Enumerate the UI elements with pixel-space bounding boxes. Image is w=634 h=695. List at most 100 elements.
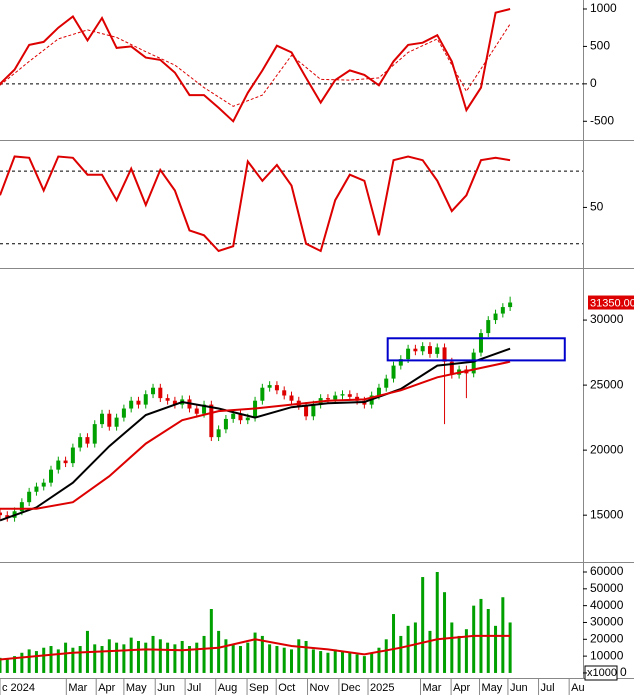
indicator-line	[0, 347, 511, 522]
candle-body	[500, 307, 505, 314]
volume-bar	[377, 647, 381, 673]
volume-bar	[202, 635, 206, 673]
candle-body	[143, 394, 148, 405]
candle-body	[114, 417, 119, 427]
x-tick-label: Mar	[422, 682, 441, 694]
candle-body	[121, 408, 126, 418]
y-tick-label: 20000	[590, 631, 624, 645]
candle-body	[85, 437, 90, 444]
frame	[0, 0, 634, 679]
candle-body	[209, 404, 214, 438]
indicator-line	[0, 360, 511, 510]
volume-bar	[49, 646, 53, 673]
candle-body	[304, 405, 309, 417]
volume-bar	[282, 647, 286, 673]
volume-bar	[348, 652, 352, 673]
volume-bar	[450, 622, 454, 673]
candle-body	[172, 400, 177, 405]
volume-bar	[464, 629, 468, 673]
candle-body	[0, 512, 2, 516]
x-tick-label: May	[126, 682, 147, 694]
x-tick-label: May	[482, 682, 503, 694]
volume-bar	[370, 652, 374, 673]
y-tick-label: 20000	[590, 442, 624, 456]
volume-bar	[319, 651, 323, 673]
candle-body	[5, 515, 10, 518]
y-tick-label: 25000	[590, 377, 624, 391]
candle-body	[406, 348, 411, 360]
indicator-line	[0, 634, 511, 661]
volume-bar	[0, 657, 2, 673]
volume-bar	[107, 639, 111, 673]
candle-body	[282, 390, 287, 396]
candle-body	[347, 394, 352, 397]
volume-bar	[253, 632, 257, 673]
candle-body	[100, 413, 105, 425]
candle-body	[274, 385, 279, 391]
volume-bar	[217, 630, 221, 673]
candle-body	[202, 404, 207, 414]
candle-body	[49, 469, 54, 483]
volume-bar	[399, 635, 403, 673]
y-tick-label: 50	[590, 200, 604, 214]
volume-bar	[5, 659, 9, 673]
volume-bar	[304, 640, 308, 673]
candle-body	[27, 491, 32, 503]
volume-bar	[421, 577, 425, 673]
y-tick-label: 15000	[590, 507, 624, 521]
x-tick-label: Sep	[249, 682, 269, 694]
volume-bar	[508, 622, 512, 673]
y-tick-label: 10000	[590, 648, 624, 662]
candle-body	[486, 320, 491, 334]
y-tick-label: 40000	[590, 598, 624, 612]
candle-body	[41, 482, 46, 487]
x-tick-label: Mar	[68, 682, 87, 694]
volume-bar	[71, 647, 75, 673]
last-price-tag	[588, 295, 634, 310]
volume-bar	[93, 644, 97, 673]
y-tick-label: 1000	[590, 1, 617, 15]
volume-bar	[27, 649, 31, 673]
volume-bar	[392, 614, 396, 673]
candle-body	[493, 313, 498, 321]
candle-body	[129, 400, 134, 409]
candle-body	[260, 387, 265, 401]
candle-body	[267, 385, 272, 388]
volume-bar	[100, 646, 104, 673]
volume-bar	[231, 644, 235, 673]
candle-body	[238, 413, 243, 421]
volume-bar	[78, 646, 82, 673]
y-tick-label: 60000	[590, 564, 624, 578]
volume-bar	[56, 649, 60, 673]
candle-body	[194, 408, 199, 414]
volume-bar	[20, 652, 24, 673]
volume-bar	[158, 639, 162, 673]
candle-body	[420, 346, 425, 352]
x-tick-label: Dec	[341, 682, 361, 694]
unit-label: x1000	[587, 667, 617, 679]
x-tick-label: Au	[571, 682, 584, 694]
x-tick-label: c 2024	[2, 682, 35, 694]
candle-body	[78, 437, 83, 448]
candle-body	[413, 348, 418, 352]
volume-bar	[166, 642, 170, 673]
volume-bar	[129, 637, 133, 673]
y-tick-label: 0	[590, 76, 597, 90]
candle-body	[435, 347, 440, 354]
indicator-line	[0, 8, 511, 123]
x-tick-label: Jul	[541, 682, 555, 694]
volume-bar	[297, 639, 301, 673]
candle-body	[427, 346, 432, 354]
candle-body	[216, 429, 221, 438]
candle-body	[449, 361, 454, 375]
candle-body	[289, 395, 294, 401]
candle-body	[442, 347, 447, 362]
volume-bar	[115, 642, 119, 673]
last-price-label: 31350.00	[590, 297, 634, 309]
y-tick-label: 30000	[590, 312, 624, 326]
volume-bar	[341, 651, 345, 673]
candle-body	[70, 447, 75, 464]
volume-bar	[413, 622, 417, 673]
candle-body	[92, 424, 97, 444]
